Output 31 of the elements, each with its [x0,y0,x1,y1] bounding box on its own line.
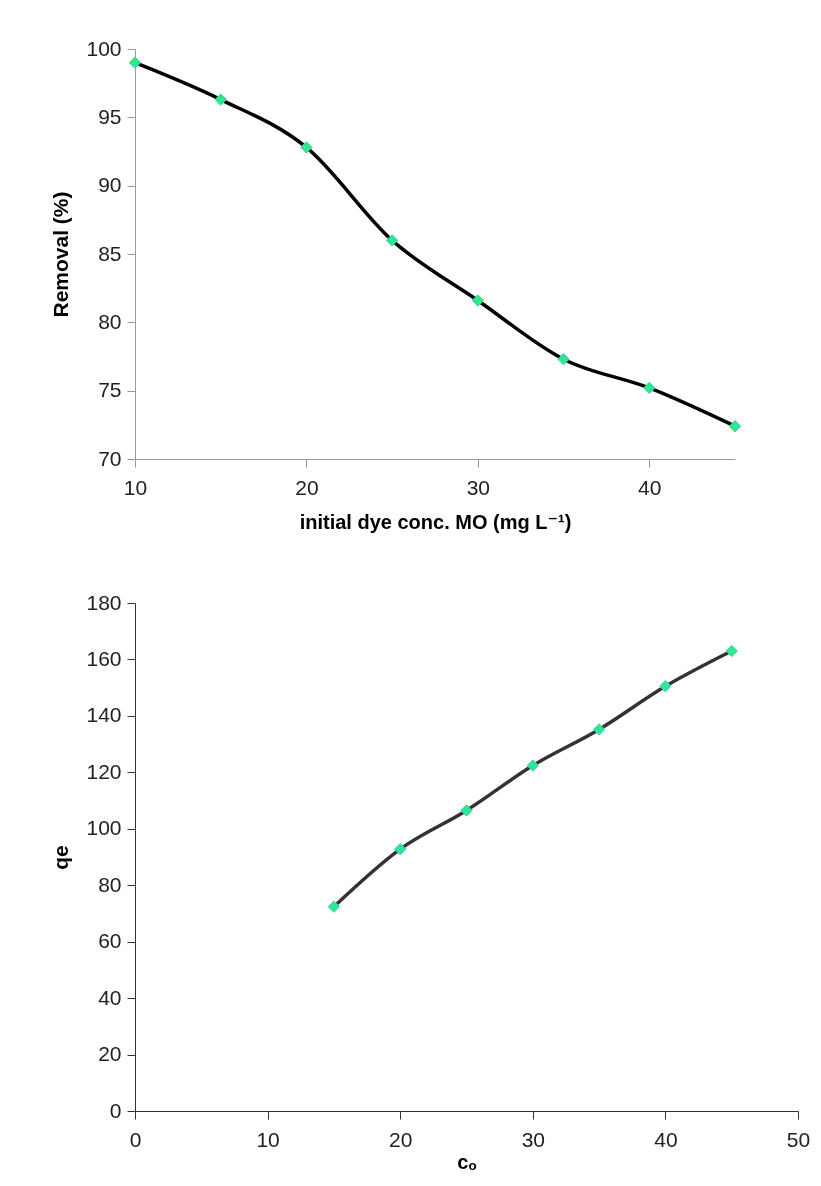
y-tick-label: 20 [98,1042,122,1066]
x-tick-label: 40 [654,1127,678,1151]
x-tick-label: 30 [521,1127,545,1151]
x-axis-title: cₒ [457,1150,477,1173]
y-tick-label: 100 [86,36,122,60]
y-tick-label: 80 [98,309,122,333]
x-tick-label: 30 [466,475,491,499]
y-tick-label: 160 [86,646,122,670]
y-tick-label: 140 [86,703,122,727]
x-tick-label: 10 [256,1127,280,1151]
y-tick-label: 95 [98,104,122,128]
y-tick-label: 180 [86,590,122,614]
x-tick-label: 20 [295,475,319,499]
y-tick-label: 80 [98,872,122,896]
y-tick-label: 70 [98,446,122,470]
y-tick-label: 85 [98,241,122,265]
y-tick-label: 60 [98,929,122,953]
y-tick-label: 120 [86,759,122,783]
x-tick-label: 20 [389,1127,413,1151]
x-tick-label: 0 [129,1127,142,1151]
x-tick-label: 40 [638,475,662,499]
y-tick-label: 90 [98,173,122,197]
y-tick-label: 75 [98,378,122,402]
y-tick-label: 0 [109,1098,122,1122]
y-axis-title: Removal (%) [49,191,73,318]
y-tick-label: 100 [86,816,122,840]
x-tick-label: 10 [123,475,148,499]
x-tick-label: 50 [786,1127,811,1151]
y-axis-title: qe [49,845,73,870]
x-axis-title: initial dye conc. MO (mg L⁻¹) [299,510,572,533]
y-tick-label: 40 [98,985,122,1009]
